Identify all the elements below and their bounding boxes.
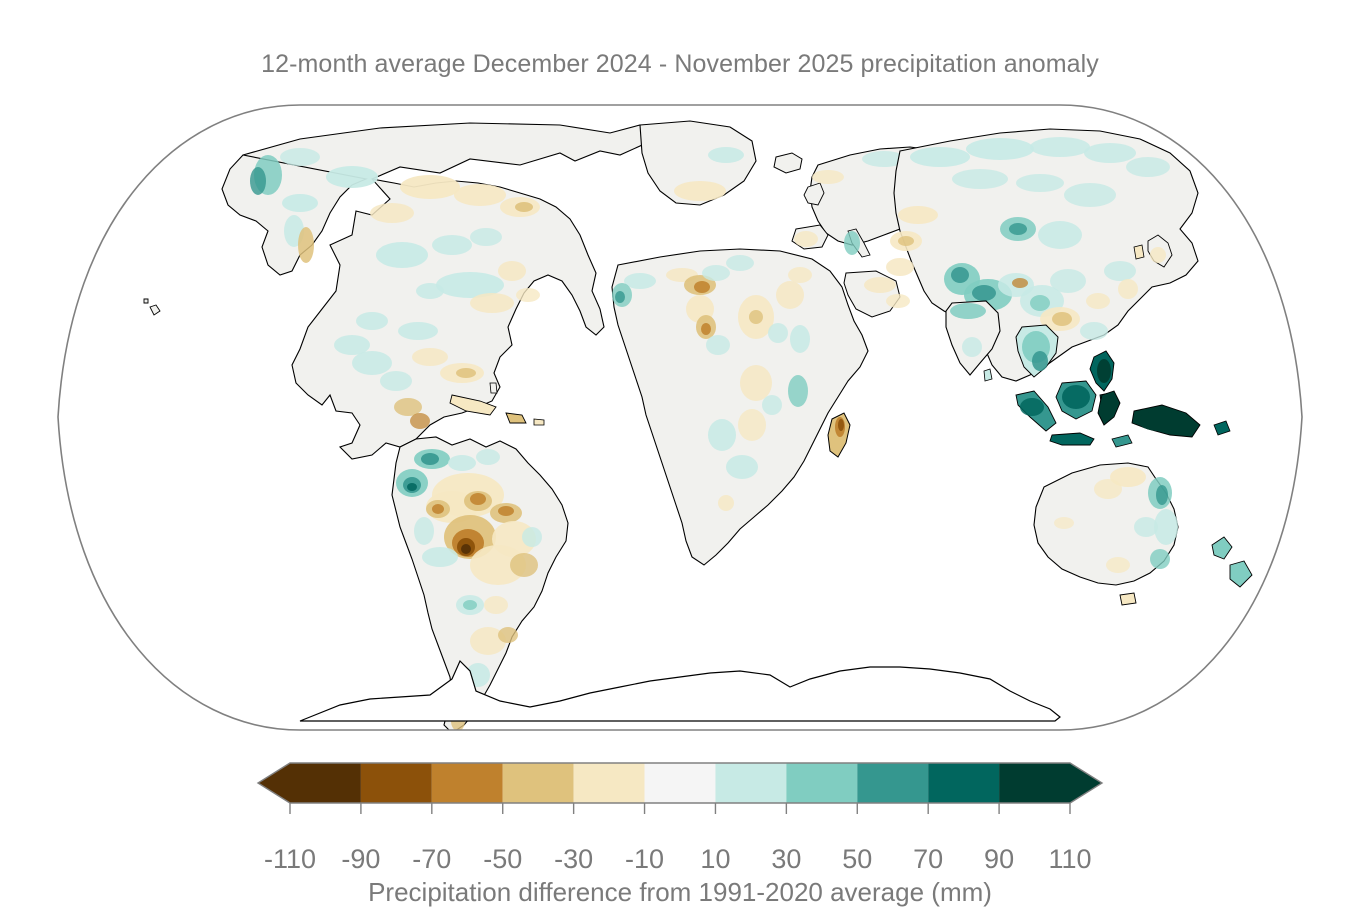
region-australia bbox=[1033, 462, 1253, 606]
colorbar-tick-label-8: 50 bbox=[842, 844, 873, 874]
world-map bbox=[0, 95, 1360, 740]
colorbar-tick-label-9: 70 bbox=[913, 844, 944, 874]
map-frame bbox=[57, 104, 1303, 731]
region-asia bbox=[886, 128, 1199, 382]
landmass-hispaniola bbox=[505, 412, 527, 424]
landmass-timor bbox=[1111, 434, 1133, 448]
colorbar-outline bbox=[256, 762, 1104, 804]
colorbar-tick-label-3: -50 bbox=[483, 844, 523, 874]
region-greenland bbox=[639, 120, 757, 206]
colorbar: -110 -90 -70 -50 -30 -10 10 30 50 70 90 110 Precipi… bbox=[0, 745, 1360, 907]
landmass-sri-lanka bbox=[983, 368, 993, 382]
region-caribbean bbox=[449, 382, 545, 426]
colorbar-ticks bbox=[289, 803, 1071, 814]
landmass-cuba bbox=[449, 394, 497, 416]
landmass-java bbox=[1049, 432, 1095, 446]
region-north-america bbox=[221, 122, 662, 460]
colorbar-caption: Precipitation difference from 1991-2020 … bbox=[368, 877, 992, 907]
region-europe bbox=[791, 146, 969, 258]
colorbar-band-4 bbox=[573, 763, 645, 803]
page-title: 12-month average December 2024 - Novembe… bbox=[261, 50, 1099, 78]
colorbar-band-5 bbox=[644, 763, 716, 803]
colorbar-svg bbox=[256, 762, 1104, 814]
colorbar-band-9 bbox=[928, 763, 1000, 803]
colorbar-tick-labels: -110 -90 -70 -50 -30 -10 10 30 50 70 90 110 bbox=[0, 843, 1360, 879]
colorbar-band-3 bbox=[502, 763, 574, 803]
landmass-korea bbox=[1133, 244, 1145, 260]
colorbar-band-7 bbox=[786, 763, 858, 803]
region-middle-east bbox=[843, 270, 910, 318]
landmass-tasmania bbox=[1119, 592, 1137, 606]
landmass-hawaii bbox=[143, 298, 161, 316]
colorbar-band-8 bbox=[857, 763, 929, 803]
colorbar-tick-label-4: -30 bbox=[554, 844, 594, 874]
landmass-sulawesi bbox=[1097, 390, 1121, 426]
colorbar-band-1 bbox=[360, 763, 432, 803]
region-hawaii bbox=[143, 298, 161, 316]
region-africa bbox=[611, 248, 869, 566]
colorbar-tick-label-6: 10 bbox=[700, 844, 731, 874]
colorbar-band-0 bbox=[258, 763, 361, 803]
landmass-puerto-rico bbox=[533, 418, 545, 426]
colorbar-bands bbox=[258, 763, 1102, 803]
landmass-antarctica bbox=[299, 659, 1061, 722]
map-svg bbox=[57, 104, 1303, 731]
colorbar-band-6 bbox=[715, 763, 787, 803]
colorbar-tick-label-0: -110 bbox=[263, 844, 317, 874]
landmass-new-zealand bbox=[1211, 536, 1253, 588]
colorbar-tick-label-7: 30 bbox=[771, 844, 802, 874]
map-canvas bbox=[58, 105, 1302, 730]
colorbar-tick-label-10: 90 bbox=[984, 844, 1015, 874]
colorbar-tick-label-11: 110 bbox=[1048, 844, 1092, 874]
colorbar-tick-label-5: -10 bbox=[625, 844, 665, 874]
region-maritime-continent bbox=[1015, 324, 1231, 448]
colorbar-tick-label-2: -70 bbox=[412, 844, 452, 874]
region-antarctica bbox=[299, 659, 1061, 722]
landmass-solomon-islands bbox=[1213, 420, 1231, 436]
region-iceland bbox=[773, 152, 803, 174]
colorbar-tick-label-1: -90 bbox=[341, 844, 381, 874]
colorbar-band-10 bbox=[999, 763, 1102, 803]
colorbar-band-2 bbox=[431, 763, 503, 803]
landmass-iceland bbox=[773, 152, 803, 174]
landmass-bahamas bbox=[489, 382, 498, 394]
landmass-greenland bbox=[639, 120, 757, 206]
